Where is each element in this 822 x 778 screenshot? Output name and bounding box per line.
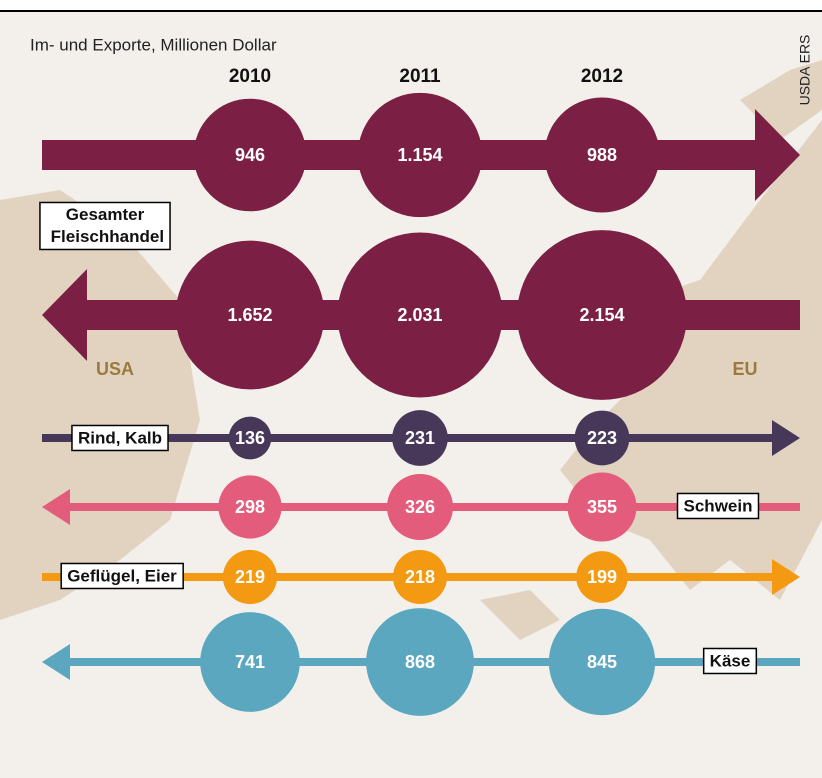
bubble [517, 230, 687, 400]
bubble [544, 97, 660, 213]
value-label: 946 [235, 145, 265, 165]
bubble [337, 232, 503, 398]
bubble [392, 410, 448, 466]
usa-label: USA [96, 359, 134, 379]
chart-title: Im- und Exporte, Millionen Dollar [30, 35, 277, 54]
series-label: Käse [710, 651, 751, 670]
map [0, 60, 822, 640]
value-label: 2.154 [579, 305, 624, 325]
bubble [228, 416, 272, 460]
series-label-box [60, 562, 184, 590]
value-label: 2.031 [397, 305, 442, 325]
year-label: 2010 [229, 66, 271, 87]
bubble [567, 472, 637, 542]
value-label: 231 [405, 428, 435, 448]
bubble [175, 240, 325, 390]
eu-label: EU [732, 359, 757, 379]
value-label: 355 [587, 497, 617, 517]
bubble [386, 473, 454, 541]
bubble [218, 475, 282, 539]
series-label-box [71, 424, 169, 452]
bubble [357, 92, 483, 218]
bubble [200, 612, 300, 712]
bubble [193, 98, 307, 212]
value-label: 845 [587, 652, 617, 672]
year-label: 2011 [399, 66, 441, 87]
bubble [548, 608, 656, 716]
series-label-box [676, 492, 760, 520]
series-label: Gesamter Fleischhandel [46, 205, 164, 246]
series-label: Geflügel, Eier [67, 566, 177, 585]
value-label: 219 [235, 567, 265, 587]
bubble [576, 551, 628, 603]
bubble [222, 549, 278, 605]
value-label: 136 [235, 428, 265, 448]
value-label: 988 [587, 145, 617, 165]
value-label: 223 [587, 428, 617, 448]
source: USDA ERS [797, 35, 813, 106]
value-label: 326 [405, 497, 435, 517]
bubble [574, 410, 630, 466]
value-label: 298 [235, 497, 265, 517]
value-label: 1.652 [227, 305, 272, 325]
value-label: 199 [587, 567, 617, 587]
bubble [366, 608, 474, 716]
value-label: 868 [405, 652, 435, 672]
series-label: Rind, Kalb [78, 428, 162, 447]
value-label: 218 [405, 567, 435, 587]
bubble [392, 549, 448, 605]
series-label: Schwein [684, 496, 753, 515]
year-label: 2012 [581, 66, 623, 87]
series-label-box [39, 201, 171, 251]
value-label: 1.154 [397, 145, 442, 165]
series-label-box [702, 647, 758, 675]
value-label: 741 [235, 652, 265, 672]
